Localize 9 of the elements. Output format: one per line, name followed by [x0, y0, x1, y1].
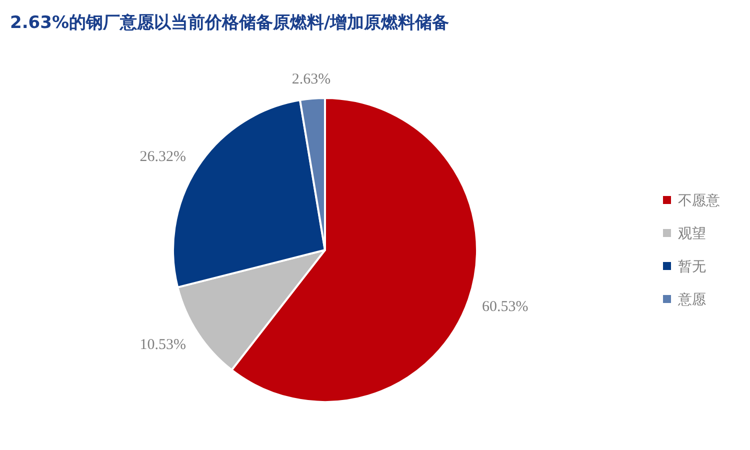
legend-label: 意愿	[677, 292, 706, 308]
legend-label: 观望	[678, 226, 706, 242]
legend-label: 不愿意	[678, 193, 720, 209]
data-label: 10.53%	[140, 337, 186, 354]
legend-label: 暂无	[678, 259, 706, 275]
chart-title: 2.63%的钢厂意愿以当前价格储备原燃料/增加原燃料储备	[10, 13, 450, 33]
data-label: 60.53%	[482, 298, 528, 315]
data-label: 26.32%	[140, 148, 186, 165]
data-label: 2.63%	[292, 72, 331, 88]
